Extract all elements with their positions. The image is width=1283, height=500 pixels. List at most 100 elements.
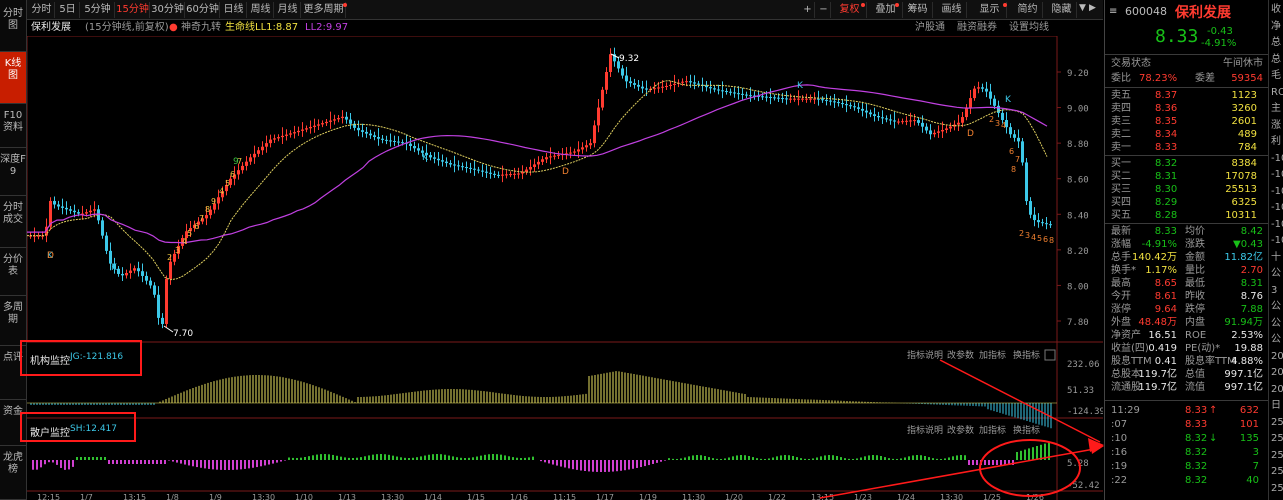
- left-tab-7[interactable]: 点评: [0, 346, 26, 400]
- toolbar-fuquan-button[interactable]: 复权: [833, 2, 867, 18]
- candle-body: [105, 235, 108, 251]
- stat-value: 11.82亿: [1224, 252, 1263, 263]
- candle-body: [229, 178, 232, 185]
- candle-body: [45, 226, 48, 236]
- period-tab-2[interactable]: 5分钟: [81, 2, 115, 18]
- candle-body: [961, 117, 964, 123]
- candle-body: [41, 235, 44, 237]
- candle-body: [949, 126, 952, 129]
- nine-turn-icon[interactable]: ●: [169, 22, 178, 33]
- margin-link[interactable]: 融资融券: [957, 22, 997, 33]
- panel2-tool-1: 改参数: [947, 424, 974, 436]
- nine-turn-digit: 2: [1019, 229, 1024, 238]
- bid-row[interactable]: 买五 8.28 10311: [1111, 209, 1263, 223]
- candle-body: [849, 105, 852, 107]
- stat-row: 换手* 1.17% 量比 2.70: [1111, 264, 1263, 278]
- ask-row[interactable]: 卖三 8.35 2601: [1111, 115, 1263, 129]
- toolbar-chips-button[interactable]: 筹码: [903, 2, 933, 18]
- chart-info-bar: 保利发展 (15分钟线,前复权) ● 神奇九转 生命线LL1:8.87 LL2:…: [27, 20, 1103, 36]
- candle-body: [197, 221, 200, 225]
- toolbar-minus-button[interactable]: −: [817, 2, 831, 18]
- candle-body: [169, 261, 172, 279]
- tick-volume: 632: [1239, 405, 1259, 416]
- left-tab-4[interactable]: 分时成交: [0, 196, 26, 248]
- left-tab-0[interactable]: 分时图: [0, 2, 26, 52]
- edge-clipped-text: -10: [1271, 218, 1283, 230]
- edge-clipped-text: 25: [1271, 466, 1283, 477]
- period-tab-4[interactable]: 30分钟: [151, 2, 185, 18]
- candle-body: [121, 273, 124, 276]
- toolbar-display-button[interactable]: 显示: [973, 2, 1007, 18]
- left-tab-9[interactable]: 龙虎榜: [0, 446, 26, 500]
- tick-time: :07: [1111, 419, 1128, 430]
- candle-body: [905, 120, 908, 122]
- triangle-down-icon[interactable]: ▼: [1079, 3, 1086, 13]
- menu-icon[interactable]: ≡: [1109, 6, 1118, 17]
- bid-row[interactable]: 买三 8.30 25513: [1111, 183, 1263, 197]
- nine-turn-digit: 5: [187, 229, 192, 238]
- triangle-right-icon[interactable]: ▶: [1089, 3, 1096, 13]
- candle-body: [233, 174, 236, 179]
- toolbar-overlay-button[interactable]: 叠加: [869, 2, 903, 18]
- candle-body: [517, 173, 520, 175]
- ask-row[interactable]: 卖四 8.36 3260: [1111, 102, 1263, 116]
- left-tab-6[interactable]: 多周期: [0, 296, 26, 346]
- candle-body: [177, 245, 180, 254]
- stat-row: 总股本 119.7亿 总值 997.1亿: [1111, 368, 1263, 382]
- tick-row: :07 8.33 101: [1111, 418, 1263, 432]
- price-tick-label: 8.60: [1067, 176, 1089, 186]
- candle-body: [1025, 162, 1028, 202]
- period-tab-1[interactable]: 5日: [56, 2, 80, 18]
- time-tick-label: 1/23: [854, 493, 872, 500]
- bid-row[interactable]: 买一 8.32 8384: [1111, 157, 1263, 171]
- ask-row[interactable]: 卖二 8.34 489: [1111, 128, 1263, 142]
- period-tab-5[interactable]: 60分钟: [186, 2, 220, 18]
- hgt-link[interactable]: 沪股通: [915, 22, 945, 33]
- kline-chart-area[interactable]: 9.20 9.00 8.80 8.60 8.40 8.20 8.00 7.80 9.32 7.70…: [27, 36, 1103, 500]
- period-tab-7[interactable]: 周线: [248, 2, 274, 18]
- left-tab-5[interactable]: 分价表: [0, 248, 26, 296]
- k-signal-label: K: [422, 153, 429, 163]
- toolbar-fuquan-dot-icon: [861, 3, 865, 7]
- bid-row[interactable]: 买四 8.29 6325: [1111, 196, 1263, 210]
- candle-body: [429, 155, 432, 158]
- tick-arrow-icon: ↑: [1209, 405, 1218, 416]
- ask-row[interactable]: 卖一 8.33 784: [1111, 141, 1263, 155]
- candle-body: [205, 215, 208, 219]
- toolbar-draw-button[interactable]: 画线: [937, 2, 967, 18]
- bid-label: 买五: [1111, 210, 1131, 221]
- jg-axis-label: 51.33: [1067, 386, 1094, 396]
- stat-value: 0.41: [1154, 356, 1177, 367]
- left-tab-8[interactable]: 资金: [0, 400, 26, 446]
- period-tab-3[interactable]: 15分钟: [116, 2, 150, 18]
- stock-code: 600048: [1125, 5, 1167, 18]
- period-tab-0[interactable]: 分时: [29, 2, 55, 18]
- candle-body: [709, 87, 712, 89]
- candle-body: [133, 268, 136, 271]
- candle-body: [433, 157, 436, 159]
- ask-label: 卖二: [1111, 129, 1131, 140]
- edge-clipped-text: 毛: [1271, 70, 1281, 81]
- toolbar-hide-button[interactable]: 隐藏: [1047, 2, 1077, 18]
- bid-volume: 17078: [1225, 171, 1257, 182]
- bid-row[interactable]: 买二 8.31 17078: [1111, 170, 1263, 184]
- period-tab-9[interactable]: 更多周期: [302, 2, 346, 18]
- left-tab-1[interactable]: K线图: [0, 52, 26, 104]
- ask-row[interactable]: 卖五 8.37 1123: [1111, 89, 1263, 103]
- price-tick-label: 8.20: [1067, 247, 1089, 257]
- stat-label: 涨跌: [1185, 239, 1205, 250]
- stat-value: 19.88: [1234, 343, 1263, 354]
- candle-body: [761, 96, 764, 98]
- period-tab-6[interactable]: 日线: [221, 2, 247, 18]
- indicator-name[interactable]: 神奇九转: [181, 22, 221, 33]
- toolbar-simple-button[interactable]: 简约: [1013, 2, 1043, 18]
- ma-setting-link[interactable]: 设置均线: [1009, 22, 1049, 33]
- left-tab-3[interactable]: 深度F9: [0, 148, 26, 196]
- toolbar-plus-button[interactable]: +: [801, 2, 815, 18]
- candle-body: [173, 253, 176, 262]
- period-tab-8[interactable]: 月线: [275, 2, 301, 18]
- stat-value: 119.7亿: [1138, 369, 1177, 380]
- candle-body: [125, 272, 128, 276]
- candle-body: [289, 133, 292, 135]
- left-tab-2[interactable]: F10资料: [0, 104, 26, 148]
